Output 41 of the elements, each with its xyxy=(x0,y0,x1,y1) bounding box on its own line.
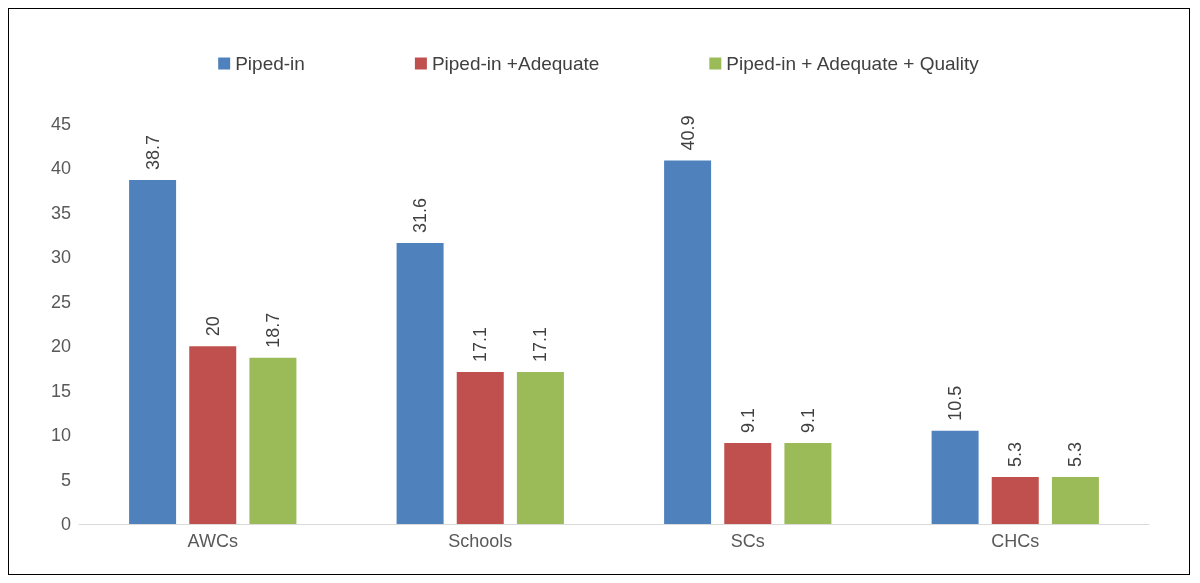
bar xyxy=(456,372,504,524)
data-label: 5.3 xyxy=(1005,441,1026,467)
x-tick-label: CHCs xyxy=(991,531,1040,551)
y-tick-label: 30 xyxy=(50,247,71,268)
legend-label: Piped-in xyxy=(235,53,305,74)
data-label: 10.5 xyxy=(945,385,966,421)
bar xyxy=(396,243,444,524)
y-tick-label: 20 xyxy=(50,336,71,357)
y-tick-label: 35 xyxy=(50,202,71,223)
data-label: 17.1 xyxy=(470,326,491,362)
data-label: 31.6 xyxy=(410,198,431,234)
y-tick-label: 5 xyxy=(60,469,71,490)
bar xyxy=(784,443,832,524)
y-tick-label: 10 xyxy=(50,425,71,446)
data-label: 9.1 xyxy=(797,408,818,434)
data-label: 38.7 xyxy=(142,134,163,170)
data-label: 40.9 xyxy=(677,115,698,151)
data-label: 17.1 xyxy=(530,326,551,362)
data-label: 9.1 xyxy=(737,408,758,434)
y-tick-label: 15 xyxy=(50,380,71,401)
x-tick-label: SCs xyxy=(730,531,765,551)
bar xyxy=(129,180,177,524)
bar xyxy=(1051,476,1099,524)
y-tick-label: 45 xyxy=(50,114,71,134)
x-tick-label: Schools xyxy=(448,531,513,551)
bar xyxy=(516,372,564,524)
x-tick-label: AWCs xyxy=(187,531,238,551)
legend-label: Piped-in + Adequate + Quality xyxy=(726,53,980,74)
data-label: 5.3 xyxy=(1065,441,1086,467)
y-tick-label: 0 xyxy=(60,514,71,534)
bar xyxy=(991,476,1039,524)
bar xyxy=(249,357,297,524)
bar xyxy=(931,430,979,524)
bar xyxy=(724,443,772,524)
y-tick-label: 25 xyxy=(50,291,71,312)
bar xyxy=(189,346,237,524)
bar xyxy=(664,160,712,524)
data-label: 18.7 xyxy=(262,312,283,348)
y-tick-label: 40 xyxy=(50,158,71,179)
data-label: 20 xyxy=(202,316,223,337)
legend-label: Piped-in +Adequate xyxy=(431,53,600,74)
